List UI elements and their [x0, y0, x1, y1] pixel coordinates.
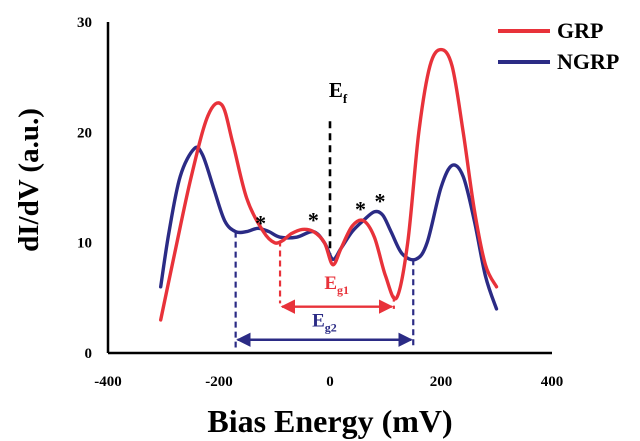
y-tick-label: 10 — [77, 236, 92, 252]
annotation-lines — [234, 121, 415, 348]
peak-star-marker: * — [308, 207, 319, 232]
legend: GRP NGRP — [498, 18, 619, 74]
annotation-labels: Ef Eg1 Eg2 * * * * — [255, 78, 385, 334]
x-axis-title: Bias Energy (mV) — [207, 403, 452, 439]
series-lines — [159, 47, 499, 322]
x-tick-label: -200 — [205, 374, 233, 390]
eg1-label: Eg1 — [324, 273, 349, 297]
y-tick-label: 20 — [77, 125, 92, 141]
x-tick-label: 0 — [326, 374, 334, 390]
tick-labels: -400 -200 0 200 400 0 10 20 30 — [77, 15, 563, 390]
peak-star-marker: * — [374, 189, 385, 214]
y-tick-label: 30 — [77, 15, 92, 31]
peak-star-marker: * — [355, 196, 366, 221]
series-line-ngrp — [159, 145, 499, 311]
series-line-grp — [159, 47, 499, 322]
peak-star-marker: * — [255, 211, 266, 236]
x-tick-label: 200 — [430, 374, 453, 390]
x-tick-label: -400 — [94, 374, 122, 390]
x-tick-label: 400 — [541, 374, 564, 390]
legend-label-grp: GRP — [557, 18, 603, 43]
y-tick-label: 0 — [85, 346, 93, 362]
eg2-label: Eg2 — [312, 311, 337, 335]
fermi-level-label: Ef — [329, 78, 348, 106]
axes — [106, 22, 552, 355]
legend-label-ngrp: NGRP — [557, 49, 619, 74]
y-axis-title: dI/dV (a.u.) — [13, 108, 45, 252]
